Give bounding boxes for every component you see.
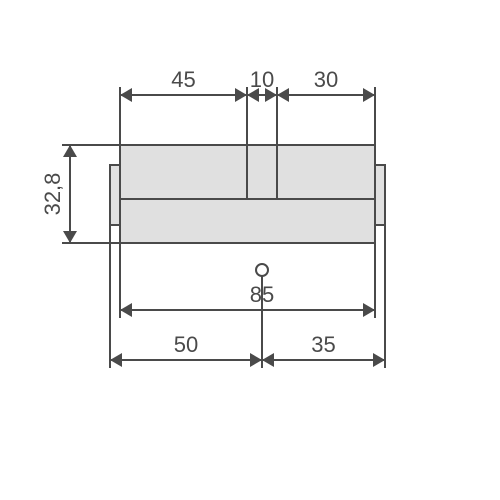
arrowhead [235, 88, 247, 102]
arrowhead [373, 353, 385, 367]
arrowhead [120, 88, 132, 102]
arrowhead [63, 231, 77, 243]
arrowhead [120, 303, 132, 317]
arrowhead [63, 145, 77, 157]
dim-bottom-split-1-label: 35 [311, 332, 335, 357]
keyhole-circle [256, 264, 268, 276]
arrowhead [250, 353, 262, 367]
arrowhead [277, 88, 289, 102]
end-cap-right [375, 165, 385, 225]
arrowhead [262, 353, 274, 367]
arrowhead [363, 303, 375, 317]
dim-top-1-label: 10 [250, 67, 274, 92]
arrowhead [110, 353, 122, 367]
dim-left-height-label: 32,8 [40, 173, 65, 216]
dim-top-2-label: 30 [314, 67, 338, 92]
dim-top-0-label: 45 [171, 67, 195, 92]
dim-bottom-split-0-label: 50 [174, 332, 198, 357]
end-cap-left [110, 165, 120, 225]
arrowhead [363, 88, 375, 102]
